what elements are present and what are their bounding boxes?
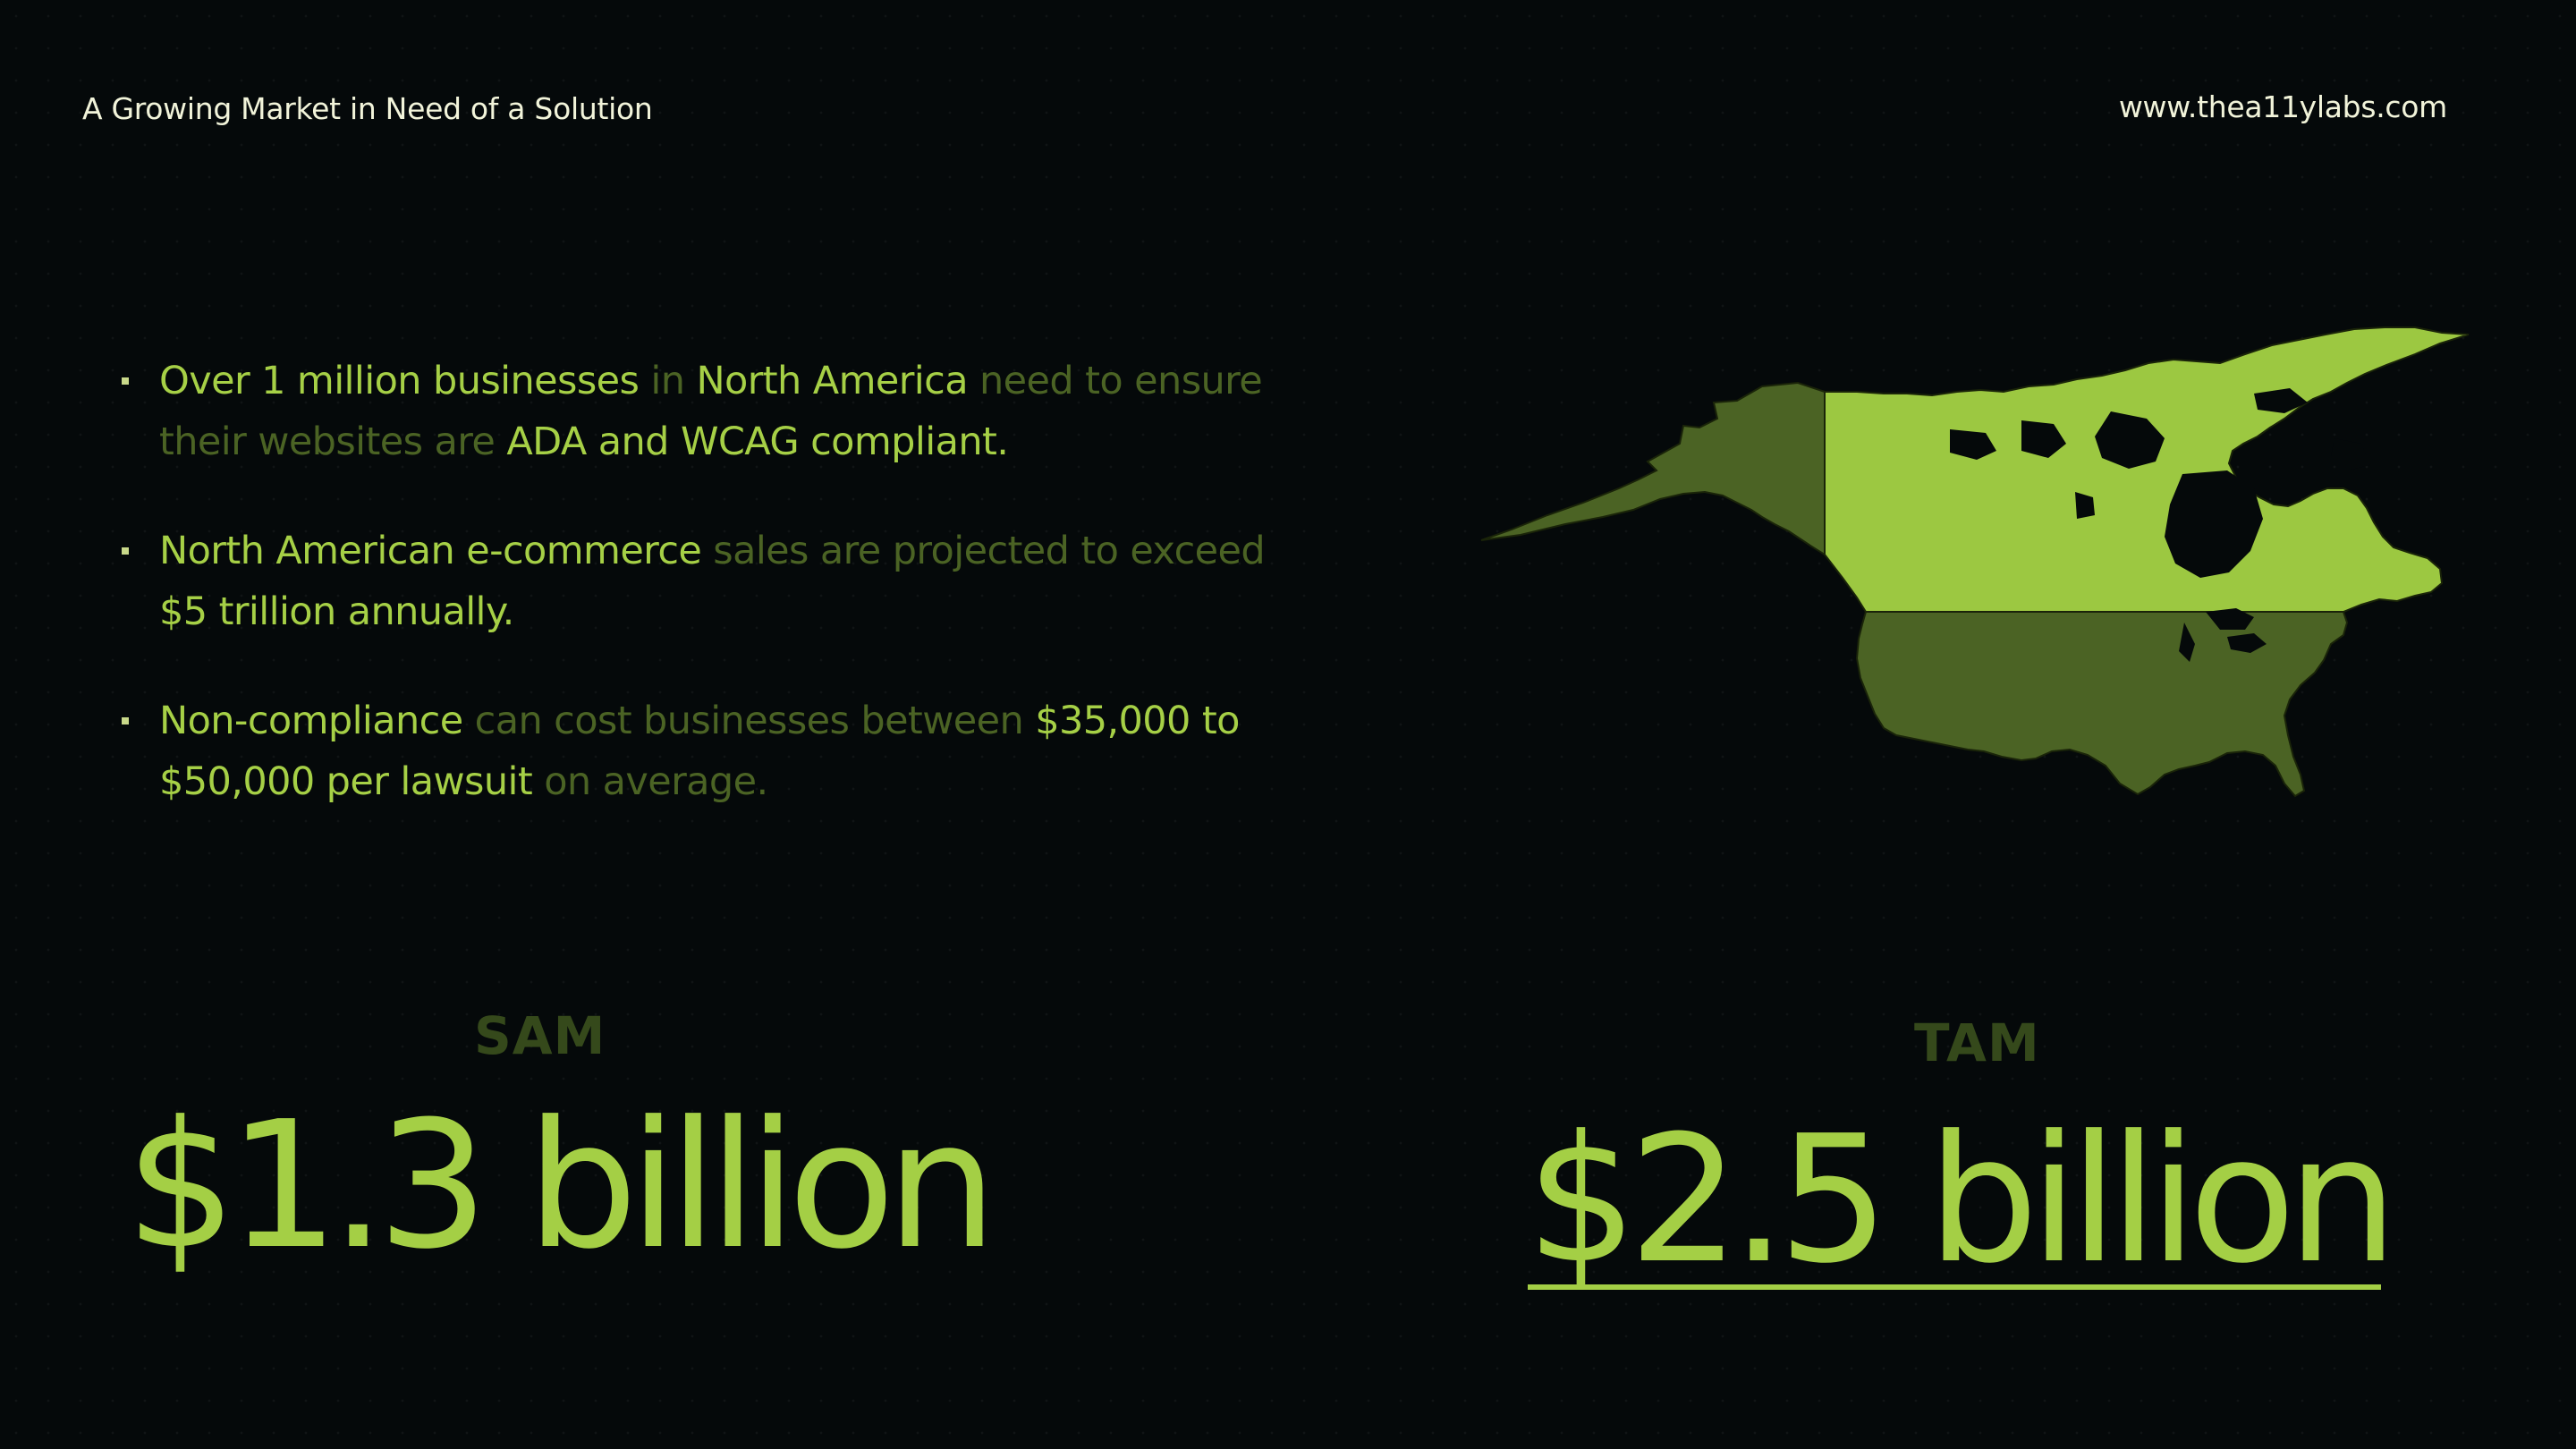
- bullet-item: Non-compliance can cost businesses betwe…: [116, 691, 1324, 812]
- bullet-segment: can cost businesses between: [462, 699, 1036, 743]
- bullet-segment: ADA and WCAG compliant.: [506, 419, 1009, 464]
- sam-label: SAM: [474, 1005, 606, 1066]
- slide-title: A Growing Market in Need of a Solution: [82, 91, 653, 126]
- bullet-segment: $5 trillion annually.: [159, 589, 514, 634]
- bullet-item: Over 1 million businesses in North Ameri…: [116, 351, 1324, 472]
- bullet-segment: Over 1 million businesses: [159, 359, 640, 403]
- bullet-text: Over 1 million businesses in North Ameri…: [159, 359, 1263, 464]
- bullet-segment: in: [639, 359, 697, 403]
- map-great-lakes: [2179, 608, 2267, 662]
- bullet-segment: Non-compliance: [159, 699, 463, 743]
- bullet-segment: on average.: [532, 759, 768, 804]
- bullet-segment: need to ensure their websites are: [159, 359, 1263, 464]
- bullet-segment: North America: [696, 359, 968, 403]
- bullet-segment: sales are projected to exceed: [701, 529, 1266, 573]
- map-region-canada: [1824, 326, 2470, 613]
- bullet-text: North American e-commerce sales are proj…: [159, 529, 1266, 634]
- tam-value: $2.5 billion: [1526, 1098, 2398, 1302]
- bullet-segment: $35,000 to $50,000 per lawsuit: [159, 699, 1240, 804]
- bullet-marker-icon: [122, 547, 129, 555]
- tam-label: TAM: [1914, 1013, 2040, 1073]
- tam-underline: [1528, 1284, 2381, 1290]
- bullet-list: Over 1 million businesses in North Ameri…: [116, 351, 1324, 860]
- bullet-item: North American e-commerce sales are proj…: [116, 521, 1324, 642]
- bullet-marker-icon: [122, 717, 129, 724]
- website-link[interactable]: www.thea11ylabs.com: [2118, 89, 2447, 124]
- bullet-text: Non-compliance can cost businesses betwe…: [159, 699, 1240, 804]
- bullet-segment: North American e-commerce: [159, 529, 702, 573]
- sam-value: $1.3 billion: [125, 1084, 997, 1288]
- map-region-united-states: [1855, 611, 2349, 798]
- bullet-marker-icon: [122, 377, 129, 385]
- north-america-map-icon: [1449, 268, 2487, 894]
- map-water: [1950, 388, 2370, 578]
- map-region-alaska: [1480, 381, 1826, 556]
